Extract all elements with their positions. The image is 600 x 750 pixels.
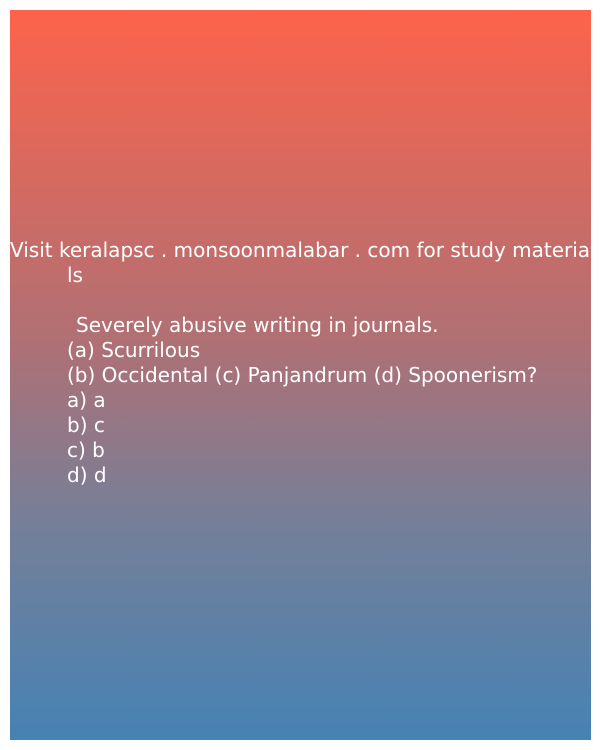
options-b-c-d: (b) Occidental (c) Panjandrum (d) Spoone…: [67, 363, 538, 387]
answer-choice-c: c) b: [67, 438, 105, 462]
study-materials-notice: Visit keralapsc . monsoonmalabar . com f…: [10, 238, 591, 262]
answer-choice-a: a) a: [67, 388, 106, 412]
option-a: (a) Scurrilous: [67, 338, 201, 362]
spacer: [10, 288, 591, 313]
question-card: Visit keralapsc . monsoonmalabar . com f…: [10, 10, 591, 740]
card-content: Visit keralapsc . monsoonmalabar . com f…: [10, 238, 591, 488]
study-materials-notice-continued: ls: [67, 263, 83, 287]
answer-choice-b: b) c: [67, 413, 105, 437]
question-text: Severely abusive writing in journals.: [76, 313, 439, 337]
answer-choice-d: d) d: [67, 463, 107, 487]
